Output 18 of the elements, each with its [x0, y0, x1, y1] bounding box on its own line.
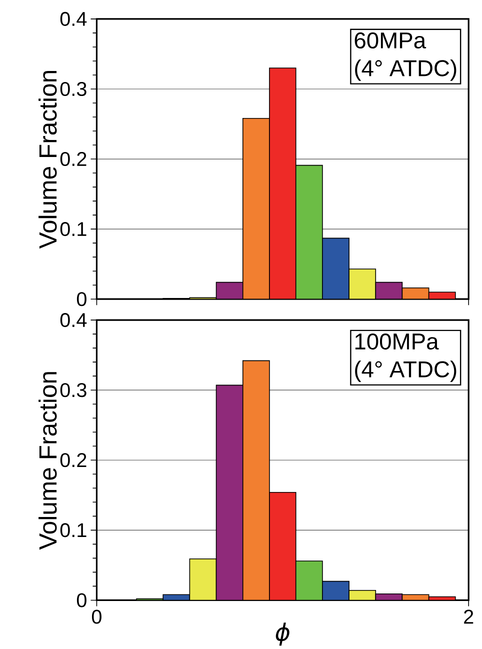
y-tick-label: 0.2: [60, 453, 86, 468]
y-tick-label: 0.4: [60, 12, 87, 26]
annotation: 60MPa: [355, 32, 426, 49]
y-tick-label: 0.3: [60, 82, 87, 96]
y-tick-label: 0: [77, 292, 87, 306]
y-tick-label: 0.1: [60, 523, 86, 538]
y-tick-label: 0.1: [60, 222, 86, 236]
x-tick-label: 2: [464, 610, 474, 624]
annotation: (4° ATDC): [355, 360, 456, 382]
x-axis-title: ϕ: [276, 622, 290, 646]
annotation: (4° ATDC): [355, 60, 456, 81]
y-tick-label: 0.2: [60, 152, 86, 166]
y-tick-label: 0.3: [60, 383, 87, 398]
y-tick-label: 0: [77, 593, 87, 608]
y-tick-label: 0.4: [60, 313, 87, 328]
annotation: 100MPa: [356, 333, 439, 350]
y-axis-title: Volume Fraction: [38, 372, 57, 550]
y-axis-title: Volume Fraction: [38, 70, 57, 249]
